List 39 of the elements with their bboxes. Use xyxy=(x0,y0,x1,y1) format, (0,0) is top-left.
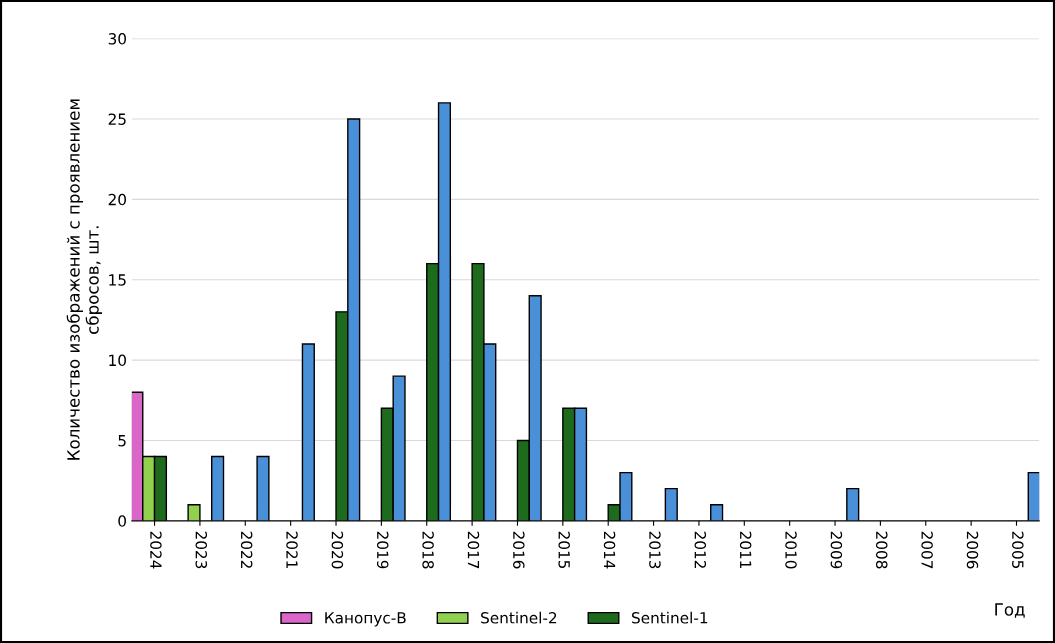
x-tick-label: 2011 xyxy=(739,531,752,569)
y-tick-label: 20 xyxy=(108,193,126,206)
legend-label: Канопус-В xyxy=(325,612,406,627)
x-tick-label: 2008 xyxy=(875,531,888,569)
x-tick-label: 2018 xyxy=(422,531,434,569)
y-tick-label: 25 xyxy=(108,113,126,125)
y-tick-label: 30 xyxy=(108,33,126,45)
bar xyxy=(256,455,270,521)
bar xyxy=(1027,471,1040,521)
x-tick-label: 2022 xyxy=(240,531,253,568)
x-tick-label: 2014 xyxy=(603,531,616,569)
x-tick-label: 2005 xyxy=(1012,531,1024,569)
legend-label: Sentinel-1 xyxy=(632,611,708,624)
x-tick-label: 2023 xyxy=(195,531,208,569)
legend-label: Sentinel-2 xyxy=(481,611,557,624)
bar xyxy=(710,504,724,521)
y-tick-label: 0 xyxy=(118,515,126,527)
x-tick-label: 2024 xyxy=(150,531,162,569)
y-tick-label: 5 xyxy=(118,435,126,447)
x-tick-label: 2013 xyxy=(649,531,661,569)
x-axis-title: Год xyxy=(995,603,1025,618)
x-tick-label: 2006 xyxy=(966,531,979,569)
x-tick-label: 2017 xyxy=(467,531,480,569)
x-tick-label: 2016 xyxy=(513,531,525,569)
bar xyxy=(846,487,860,521)
bar xyxy=(301,343,315,521)
x-tick-label: 2010 xyxy=(785,531,797,569)
bar xyxy=(664,487,678,521)
x-tick-label: 2021 xyxy=(286,531,298,569)
y-axis-title: Количество изображений с проявлением сбросов, шт. xyxy=(66,99,103,460)
x-tick-label: 2009 xyxy=(830,531,843,569)
bar xyxy=(211,455,225,521)
x-tick-label: 2019 xyxy=(376,531,389,569)
x-tick-label: 2020 xyxy=(331,531,344,569)
x-tick-label: 2007 xyxy=(921,531,933,569)
x-tick-label: 2012 xyxy=(694,531,707,568)
y-tick-label: 15 xyxy=(109,274,126,286)
x-tick-label: 2015 xyxy=(558,531,570,569)
y-tick-label: 10 xyxy=(109,354,126,367)
